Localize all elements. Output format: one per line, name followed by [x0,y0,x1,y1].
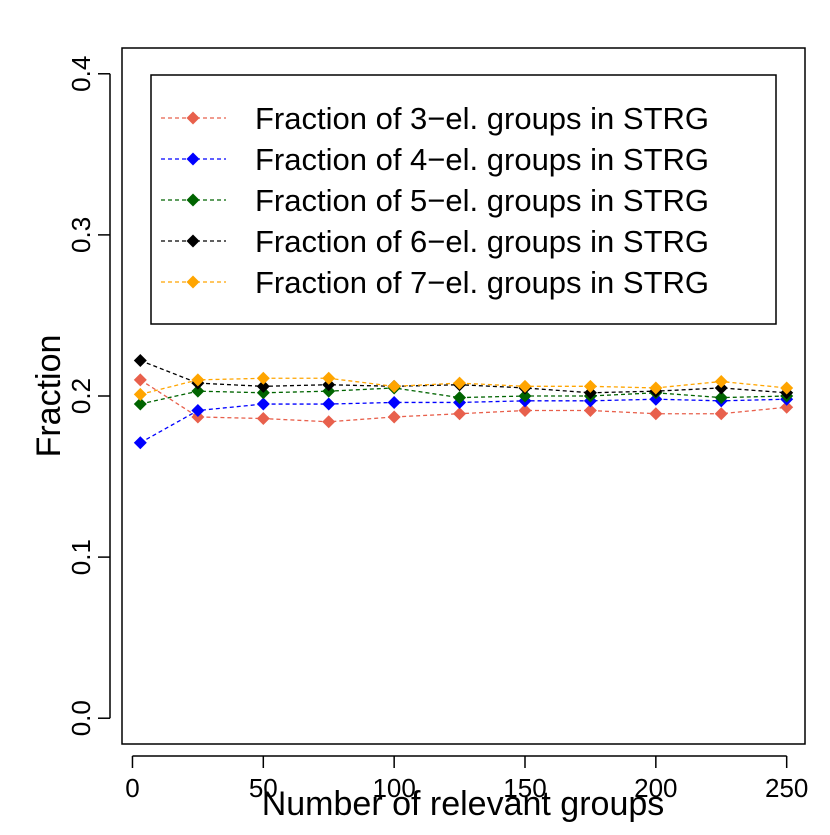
data-point [133,373,147,387]
data-point [256,397,270,411]
legend-item: Fraction of 7−el. groups in STRG [161,265,709,300]
x-tick-label: 50 [249,773,278,803]
series-7-el [133,371,794,401]
data-point [453,407,467,421]
legend-marker [186,152,200,166]
y-tick-label: 0.1 [66,539,96,575]
y-axis-title: Fraction [30,335,68,458]
legend-marker [186,234,200,248]
legend-label: Fraction of 4−el. groups in STRG [255,142,709,177]
series-3-el [133,373,794,429]
data-point [518,389,532,403]
data-point [387,410,401,424]
data-point [780,381,794,395]
legend: Fraction of 3−el. groups in STRG Fraction… [150,74,777,325]
legend-label: Fraction of 5−el. groups in STRG [255,183,709,218]
legend-item: Fraction of 6−el. groups in STRG [161,224,709,259]
data-point [453,376,467,390]
data-point [256,379,270,393]
y-axis: 0.0 0.1 0.2 0.3 0.4 [66,56,111,736]
plot-frame [121,47,806,745]
x-tick-label: 100 [372,773,415,803]
data-point [133,436,147,450]
data-point [191,384,205,398]
legend-label: Fraction of 6−el. groups in STRG [255,224,709,259]
legend-box [150,74,777,325]
data-point [256,412,270,426]
legend-item: Fraction of 3−el. groups in STRG [161,101,709,136]
legend-label: Fraction of 7−el. groups in STRG [255,265,709,300]
data-point [780,400,794,414]
x-tick-label: 0 [125,773,139,803]
data-point [322,397,336,411]
series-line [140,398,787,444]
legend-marker [186,193,200,207]
series-line [140,387,787,405]
data-point [133,397,147,411]
y-tick-label: 0.4 [66,56,96,92]
x-tick-label: 250 [765,773,808,803]
series-4-el [133,392,794,450]
x-axis: 0 50 100 150 200 250 [125,755,808,803]
y-tick-label: 0.0 [66,700,96,736]
x-axis-title: Number of relevant groups [262,785,665,823]
data-point [583,379,597,393]
series-line [140,377,787,396]
data-point [191,404,205,417]
data-point [256,371,270,385]
legend-item: Fraction of 5−el. groups in STRG [161,183,709,218]
data-point [453,391,467,405]
data-point [133,387,147,401]
legend-item: Fraction of 4−el. groups in STRG [161,142,709,177]
data-point [191,373,205,387]
legend-label: Fraction of 3−el. groups in STRG [255,101,709,136]
legend-marker [186,275,200,289]
data-point [583,404,597,417]
x-tick-label: 150 [503,773,546,803]
legend-marker [186,111,200,125]
data-point [714,375,728,388]
data-point [649,381,663,395]
y-tick-label: 0.3 [66,217,96,253]
data-point [387,379,401,393]
data-point [714,391,728,405]
data-point [133,354,147,368]
data-point [322,371,336,385]
series-line [140,359,787,394]
data-point [518,379,532,393]
data-point [714,407,728,421]
y-tick-label: 0.2 [66,378,96,414]
x-tick-label: 200 [634,773,677,803]
data-point [518,404,532,417]
series-layer [133,354,794,450]
data-point [322,415,336,429]
data-point [387,395,401,409]
data-point [649,407,663,421]
